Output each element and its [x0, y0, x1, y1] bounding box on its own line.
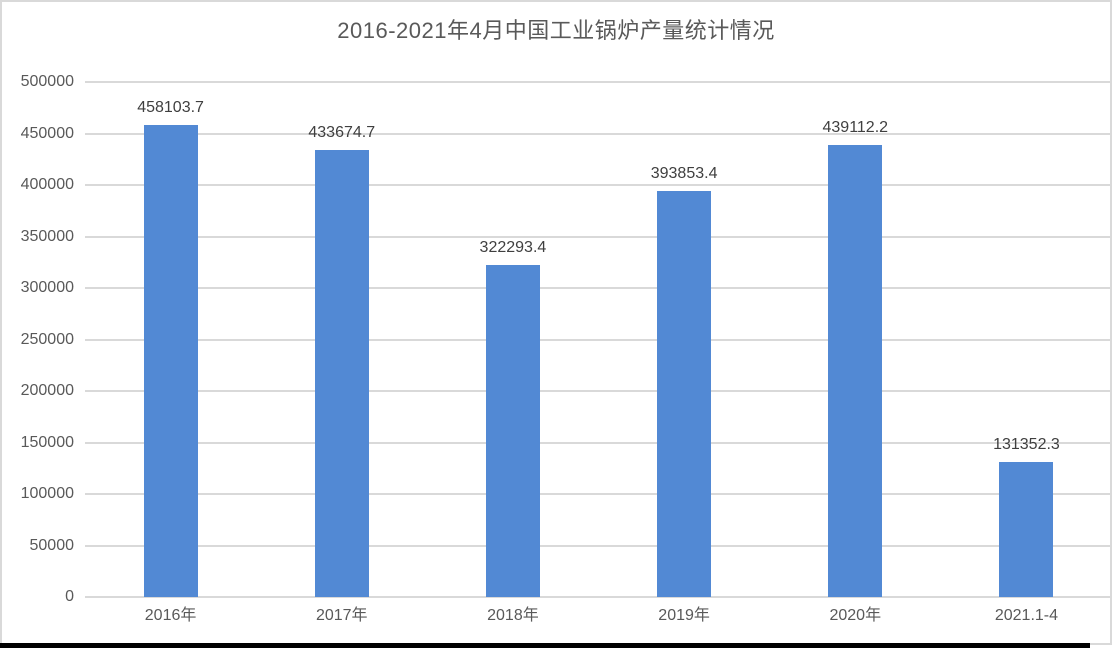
bars-row: 458103.7 433674.7 322293.4 393853.4 439112.2…: [85, 82, 1112, 597]
y-axis-tick-label: 250000: [20, 330, 74, 348]
gridline: [85, 390, 1112, 392]
bar-slot-2019年: 393853.4: [599, 82, 770, 597]
bar-slot-2017年: 433674.7: [256, 82, 427, 597]
gridline: [85, 338, 1112, 341]
gridline: [85, 287, 1112, 289]
y-axis-tick-label: 500000: [20, 73, 74, 90]
x-axis-category-label: 2017年: [315, 607, 368, 624]
gridline: [85, 132, 1112, 135]
bar-value-label: 458103.7: [137, 99, 204, 117]
bar-slot-2021.1-4: 131352.3: [941, 82, 1112, 597]
bar-2020年: [828, 144, 883, 597]
y-axis-tick-label: 100000: [20, 485, 74, 502]
bar-2021.1-4: [999, 461, 1054, 597]
bar-2018年: [485, 265, 540, 597]
x-axis-category-label: 2019年: [658, 607, 710, 624]
plot-area: 458103.7 433674.7 322293.4 393853.4 439112.2…: [85, 81, 1112, 598]
y-axis-tick-label: 200000: [20, 382, 74, 399]
bar-slot-2018年: 322293.4: [427, 82, 598, 597]
gridline: [85, 235, 1112, 238]
y-axis-tick-label: 50000: [29, 536, 75, 554]
bar-2019年: [657, 191, 712, 597]
gridline: [85, 493, 1112, 495]
bar-value-label: 131352.3: [993, 435, 1060, 453]
bar-slot-2016年: 458103.7: [85, 82, 256, 597]
x-axis-category-label: 2021.1-4: [994, 607, 1059, 624]
bar-value-label: 393853.4: [650, 165, 718, 183]
chart-title: 2016-2021年4月中国工业锅炉产量统计情况: [337, 18, 775, 43]
gridline: [85, 81, 1112, 83]
bar-value-label: 322293.4: [479, 239, 547, 257]
x-axis-labels: 2016年 2017年 2018年 2019年 2020年 2021.1-4: [85, 603, 1112, 629]
bar-slot-2020年: 439112.2: [770, 82, 941, 597]
bar-2017年: [314, 150, 369, 597]
gridline: [85, 596, 1112, 598]
y-axis-tick-label: 150000: [20, 433, 74, 451]
gridline: [85, 441, 1112, 444]
gridline: [85, 544, 1112, 547]
x-axis-category-label: 2020年: [829, 607, 882, 624]
x-axis-category-label: 2016年: [144, 607, 197, 624]
y-axis-tick-label: 400000: [20, 176, 74, 193]
y-axis-tick-label: 300000: [20, 279, 74, 296]
bottom-edge-strip: [0, 643, 1090, 648]
y-axis-tick-label: 450000: [20, 124, 74, 142]
y-axis-tick-label: 0: [65, 588, 74, 605]
y-axis-tick-label: 350000: [20, 227, 74, 245]
bar-value-label: 439112.2: [822, 118, 889, 136]
x-axis-category-label: 2018年: [487, 607, 539, 624]
gridline: [85, 184, 1112, 186]
bar-2016年: [143, 125, 198, 597]
bar-value-label: 433674.7: [308, 124, 376, 142]
